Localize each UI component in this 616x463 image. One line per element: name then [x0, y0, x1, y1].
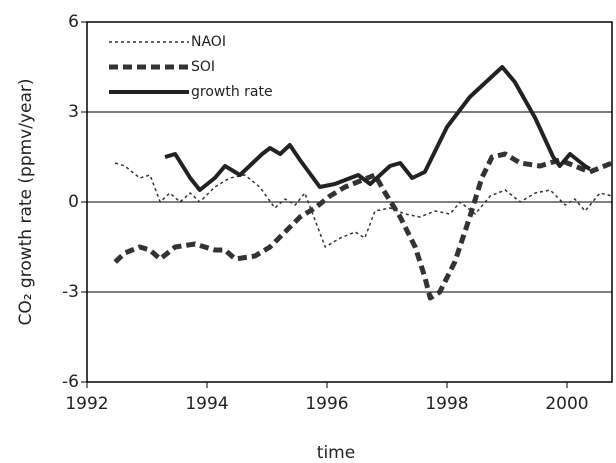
- y-axis-label: CO₂ growth rate (ppmv/year): [16, 78, 36, 325]
- x-axis-label: time: [317, 443, 355, 463]
- y-tick-label: -6: [62, 372, 79, 392]
- y-tick-label: 3: [68, 102, 79, 122]
- y-tick-label: 0: [68, 192, 79, 212]
- legend-label: growth rate: [191, 84, 273, 100]
- x-tick-label: 2000: [545, 394, 588, 414]
- plot-frame: [86, 21, 613, 383]
- x-tick-label: 1994: [185, 394, 228, 414]
- x-tick-label: 1998: [425, 394, 468, 414]
- legend-label: NAOI: [191, 34, 226, 50]
- series-line: [164, 65, 591, 192]
- series-line: [113, 151, 613, 301]
- series-line: [114, 162, 613, 248]
- x-tick-label: 1996: [305, 394, 348, 414]
- y-tick-label: -3: [62, 282, 79, 302]
- legend-label: SOI: [191, 59, 215, 75]
- x-tick-label: 1992: [65, 394, 108, 414]
- y-tick-label: 6: [68, 12, 79, 32]
